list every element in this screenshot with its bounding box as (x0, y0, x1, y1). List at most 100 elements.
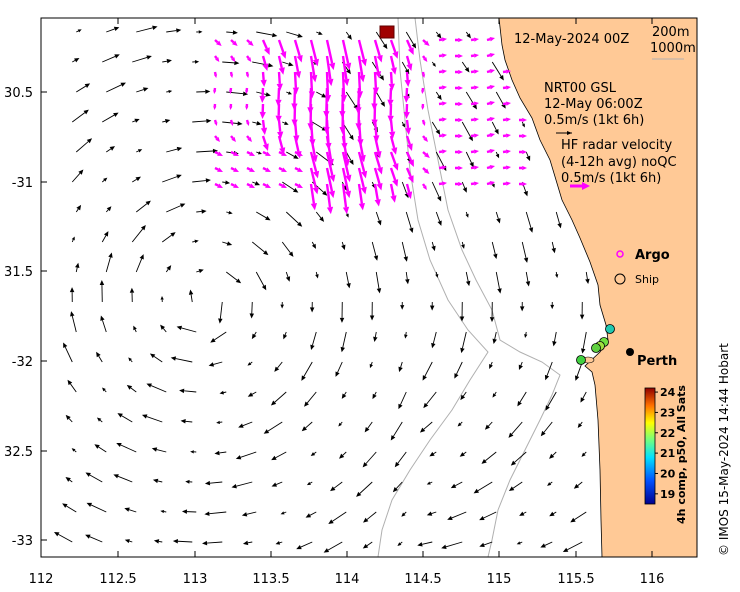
radar-arrow-head (275, 115, 282, 123)
model-arrow-head (404, 334, 408, 339)
model-arrow-head (288, 251, 294, 257)
radar-arrow-head (522, 181, 527, 187)
model-arrow (495, 91, 504, 105)
model-arrow-head (204, 480, 211, 486)
radar-arrow-head (296, 54, 303, 63)
radar-arrow-head (458, 149, 463, 155)
radar-arrow-head (389, 131, 396, 139)
radar-arrow (261, 55, 267, 65)
model-arrow-head (170, 356, 177, 361)
x-tick-label: 113 (183, 572, 208, 587)
radar-arrow (214, 55, 218, 60)
model-arrow (585, 271, 588, 280)
radar-arrow (389, 151, 397, 165)
model-arrow-head (77, 29, 82, 33)
model-arrow (282, 121, 285, 124)
radar-arrow-head (473, 117, 479, 122)
model-arrow (401, 61, 408, 71)
model-arrow (66, 505, 77, 513)
radar-arrow-head (213, 90, 217, 94)
model-arrow-head (465, 213, 469, 218)
model-arrow-head (160, 295, 164, 300)
model-arrow-head (94, 444, 100, 449)
model-arrow-head (441, 544, 447, 549)
model-arrow-head (345, 213, 349, 218)
model-arrow (252, 181, 256, 184)
model-arrow-head (284, 121, 289, 125)
model-arrow (70, 383, 77, 393)
model-arrow (256, 31, 273, 36)
model-arrow-head (234, 60, 240, 66)
model-arrow (192, 240, 195, 243)
model-arrow (286, 151, 295, 157)
model-arrow (465, 271, 469, 282)
model-arrow (403, 511, 407, 515)
radar-arrow (245, 119, 249, 123)
model-arrow (465, 31, 469, 35)
model-arrow-head (288, 61, 294, 67)
radar-arrow (325, 183, 332, 208)
model-arrow (256, 91, 267, 95)
model-arrow-head (146, 55, 152, 60)
model-arrow (102, 114, 115, 123)
model-arrow (345, 271, 349, 284)
model-arrow-head (562, 547, 569, 553)
model-arrow-head (422, 375, 427, 381)
model-arrow-head (238, 423, 244, 428)
model-arrow-head (194, 59, 200, 64)
model-arrow (256, 151, 259, 154)
model-arrow-head (54, 531, 60, 537)
radar-arrow-head (281, 167, 287, 172)
radar-arrow-head (281, 183, 287, 188)
colorbar-tick-label: 23 (660, 406, 675, 419)
model-arrow-head (435, 274, 439, 278)
radar-arrow-head (390, 67, 397, 75)
model-arrow (312, 331, 317, 346)
model-arrow-head (321, 93, 327, 98)
model-arrow-head (570, 517, 576, 523)
model-arrow (130, 359, 133, 363)
model-arrow-head (103, 231, 109, 237)
model-arrow (136, 89, 144, 93)
model-arrow-head (205, 89, 211, 94)
colorbar-tick-label: 22 (660, 427, 675, 440)
model-arrow (285, 211, 299, 224)
radar-arrow-head (233, 151, 239, 156)
model-arrow-head (310, 452, 316, 457)
model-arrow-head (403, 256, 408, 262)
radar-arrow-head (215, 57, 220, 62)
radar-arrow (309, 55, 316, 76)
radar-arrow (309, 135, 316, 156)
model-arrow-head (373, 336, 378, 342)
model-arrow (461, 61, 467, 69)
model-arrow-head (232, 30, 238, 35)
model-arrow (130, 387, 137, 393)
model-arrow-head (160, 324, 166, 330)
model-arrow-head (283, 334, 288, 340)
radar-arrow (246, 150, 251, 155)
model-arrow-head (69, 287, 75, 293)
radar-arrow (278, 182, 283, 187)
radar-arrow (405, 39, 412, 50)
model-arrow (135, 203, 148, 213)
radar-arrow (486, 38, 491, 42)
model-arrow-head (573, 483, 580, 489)
radar-arrow-head (522, 165, 527, 171)
model-arrow (400, 541, 403, 544)
radar-arrow-head (441, 101, 447, 106)
model-arrow (393, 421, 403, 437)
radar-arrow (278, 166, 283, 171)
model-arrow (209, 481, 223, 484)
radar-arrow-head (387, 99, 394, 107)
radar-arrow (341, 151, 350, 176)
model-arrow (584, 451, 587, 455)
model-arrow-head (557, 222, 562, 229)
model-arrow-head (459, 452, 465, 457)
model-arrow-head (85, 534, 91, 539)
colorbar-tick-label: 21 (660, 447, 675, 460)
model-arrow-head (198, 30, 203, 34)
y-tick-label: 32.5 (4, 445, 33, 460)
radar-arrow (261, 39, 268, 50)
model-arrow-head (114, 54, 120, 59)
model-arrow (491, 121, 497, 131)
